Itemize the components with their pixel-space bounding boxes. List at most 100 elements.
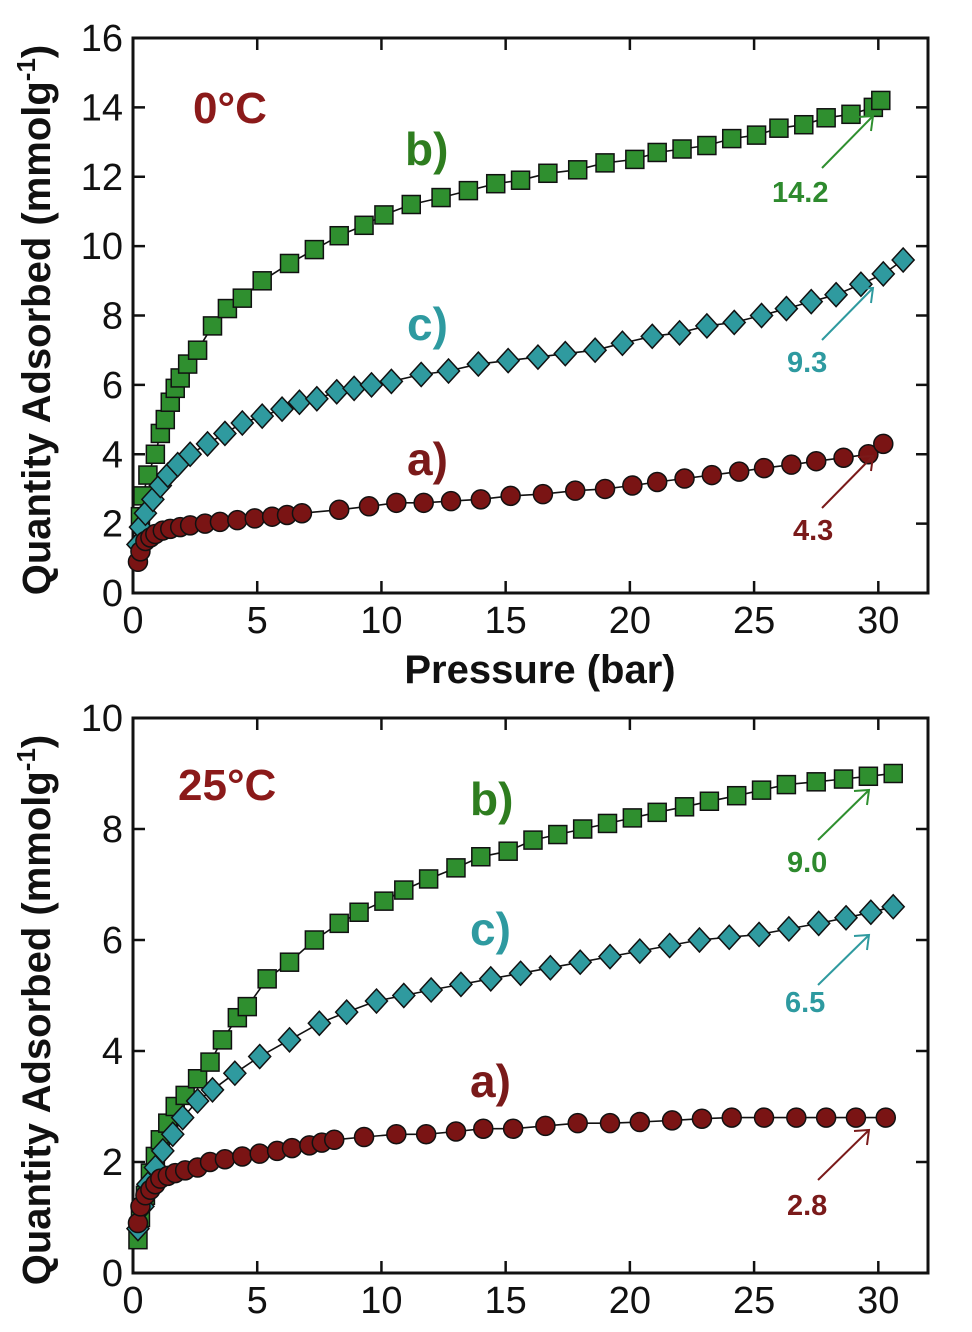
data-point (572, 819, 593, 839)
data-point (230, 409, 255, 437)
data-point (222, 1060, 247, 1087)
data-point (304, 385, 329, 412)
value-label-c: 6.5 (785, 987, 825, 1019)
data-point (436, 357, 461, 385)
data-point (672, 139, 692, 159)
data-point (627, 937, 652, 965)
data-point (747, 921, 772, 948)
data-point (510, 170, 531, 190)
data-point (374, 205, 394, 225)
data-point (567, 160, 588, 180)
arrow-a (817, 1129, 870, 1181)
data-point (646, 471, 668, 493)
data-point (160, 1121, 185, 1148)
series-label-b: b) (470, 773, 513, 825)
data-point (871, 260, 896, 287)
y-tick-label: 8 (102, 809, 123, 851)
data-point (610, 330, 635, 357)
data-point (209, 511, 231, 533)
data-point (364, 987, 389, 1015)
data-point (304, 239, 325, 260)
data-point (237, 996, 258, 1017)
x-tick-label: 30 (857, 600, 899, 642)
arrow-c (821, 287, 874, 341)
data-point (883, 763, 903, 784)
y-tick-label: 2 (102, 504, 123, 546)
series-c (125, 246, 916, 558)
data-point (833, 769, 854, 789)
y-tick-label: 12 (81, 157, 123, 199)
data-point (212, 1030, 233, 1050)
data-point (170, 1104, 195, 1131)
value-label-a: 4.3 (793, 515, 833, 547)
data-point (232, 288, 253, 308)
data-point (841, 104, 861, 125)
data-point (304, 930, 325, 950)
data-point (232, 1146, 253, 1167)
data-point (448, 971, 473, 998)
data-point (473, 1118, 494, 1139)
data-point (249, 1143, 270, 1164)
data-point (701, 464, 723, 486)
y-tick-label: 10 (81, 226, 123, 268)
data-point (805, 450, 827, 472)
data-point (728, 461, 750, 482)
x-tick-label: 20 (609, 1280, 651, 1322)
data-point (532, 483, 554, 505)
y-tick-label: 4 (102, 434, 123, 476)
value-label-b: 14.2 (772, 177, 828, 209)
data-point (881, 893, 906, 920)
data-point (858, 899, 883, 926)
data-point (323, 1129, 345, 1151)
x-tick-label: 5 (247, 600, 268, 642)
data-point (257, 969, 277, 989)
x-tick-label: 0 (122, 600, 143, 642)
arrowhead-a (857, 454, 875, 472)
x-tick-label: 25 (733, 1280, 775, 1322)
data-point (595, 153, 615, 173)
data-point (329, 913, 349, 934)
y-tick-label: 0 (102, 1253, 123, 1295)
data-point (391, 982, 416, 1009)
x-tick-label: 5 (247, 1280, 268, 1322)
series-label-b: b) (405, 123, 448, 175)
data-point (891, 246, 916, 274)
data-point (553, 340, 578, 367)
data-point (806, 910, 831, 937)
data-point (721, 1107, 742, 1128)
data-point (500, 485, 521, 507)
data-point (599, 1112, 621, 1134)
data-point (212, 420, 237, 447)
y-tick-label: 6 (102, 920, 123, 962)
data-point (415, 1124, 437, 1145)
data-point (564, 480, 586, 501)
data-point (691, 1108, 713, 1129)
plot-frame (131, 716, 930, 1275)
data-point (815, 1107, 837, 1128)
data-point (625, 149, 645, 170)
data-point (178, 441, 203, 468)
data-point (358, 496, 380, 517)
data-point (873, 433, 894, 455)
data-point (252, 271, 272, 291)
data-point (769, 118, 789, 138)
y-tick-label: 0 (102, 573, 123, 615)
data-point (629, 1111, 651, 1133)
data-point (687, 926, 712, 954)
data-point (431, 187, 451, 208)
data-point (409, 361, 434, 388)
data-point (379, 368, 404, 395)
data-point (155, 409, 176, 430)
data-point (440, 490, 462, 512)
data-point (806, 772, 826, 792)
data-point (786, 1107, 807, 1128)
value-label-b: 9.0 (787, 847, 827, 879)
data-point (466, 350, 491, 378)
data-point (538, 954, 563, 981)
data-point (751, 780, 772, 800)
y-tick-label: 16 (81, 18, 123, 60)
data-point (699, 791, 720, 811)
data-point (568, 949, 593, 976)
data-point (277, 1026, 302, 1054)
data-point (334, 999, 359, 1026)
